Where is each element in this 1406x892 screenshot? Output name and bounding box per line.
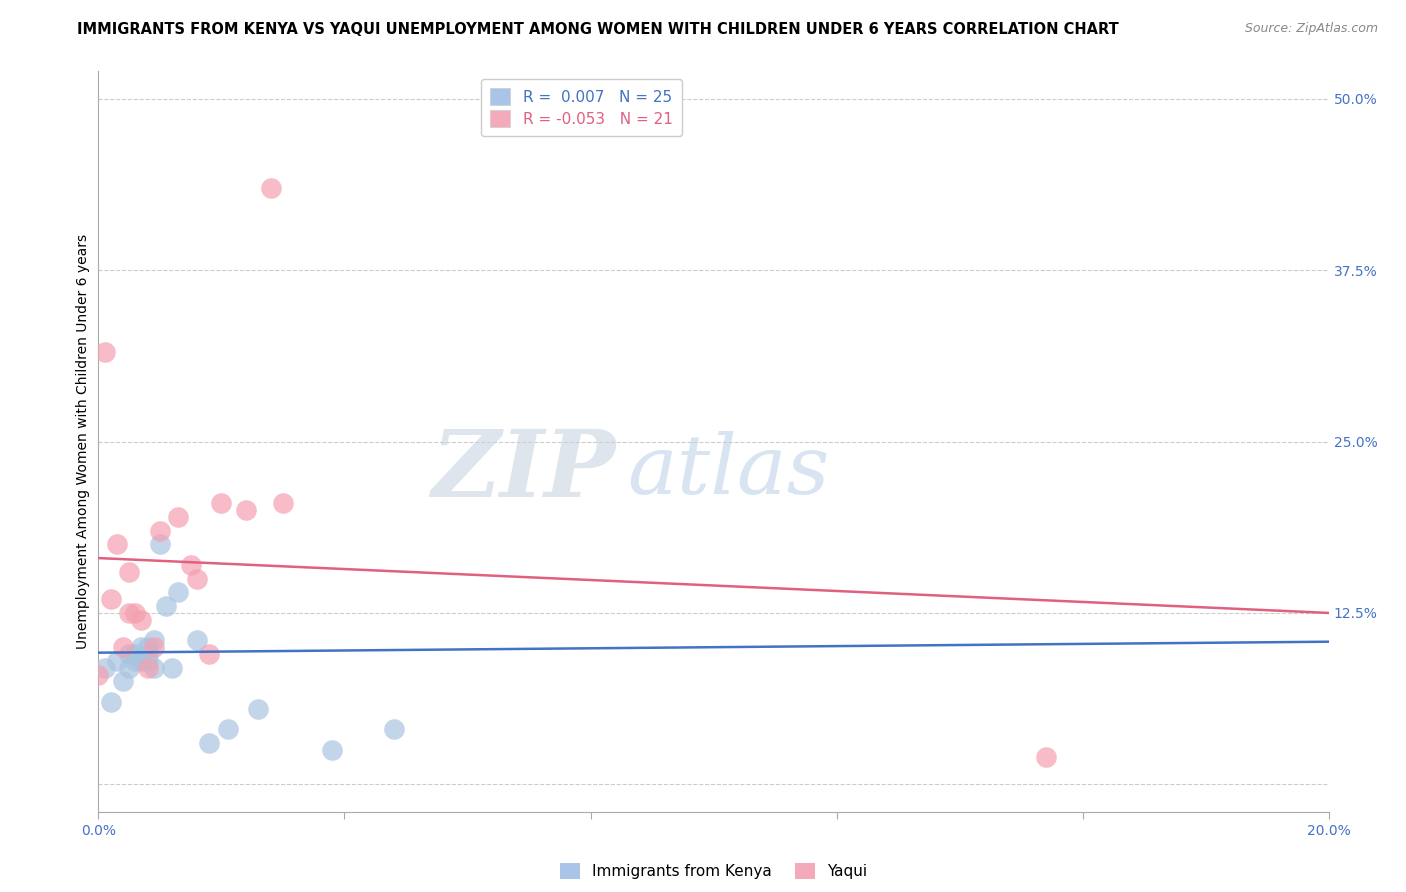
Point [260,181,283,195]
Text: ZIP: ZIP [430,426,616,516]
Text: IMMIGRANTS FROM KENYA VS YAQUI UNEMPLOYMENT AMONG WOMEN WITH CHILDREN UNDER 6 YE: IMMIGRANTS FROM KENYA VS YAQUI UNEMPLOYM… [77,22,1119,37]
Point [131,613,153,627]
Point [93,661,115,675]
Point [235,503,257,517]
Point [162,661,183,675]
Point [118,606,141,620]
Point [118,565,141,579]
Point [217,723,239,737]
Point [186,633,208,648]
Point [87,667,110,681]
Point [142,633,165,648]
Text: atlas: atlas [627,431,830,511]
Point [112,674,135,689]
Point [198,647,221,661]
Point [198,736,221,750]
Point [167,510,190,524]
Point [124,654,146,668]
Point [321,743,343,757]
Point [271,496,294,510]
Point [118,647,141,661]
Point [155,599,177,613]
Legend: Immigrants from Kenya, Yaqui: Immigrants from Kenya, Yaqui [554,856,873,886]
Point [105,654,128,668]
Point [247,702,270,716]
Point [124,647,146,661]
Point [186,572,208,586]
Point [167,585,190,599]
Point [112,640,135,655]
Point [93,345,115,359]
Text: Source: ZipAtlas.com: Source: ZipAtlas.com [1244,22,1378,36]
Point [149,537,172,551]
Point [136,647,159,661]
Y-axis label: Unemployment Among Women with Children Under 6 years: Unemployment Among Women with Children U… [76,234,90,649]
Point [100,592,122,607]
Point [118,661,141,675]
Point [124,606,146,620]
Point [382,723,405,737]
Point [136,654,159,668]
Point [136,661,159,675]
Point [136,640,159,655]
Point [149,524,172,538]
Point [211,496,233,510]
Point [131,654,153,668]
Point [105,537,128,551]
Point [142,640,165,655]
Point [100,695,122,709]
Point [131,640,153,655]
Point [142,661,165,675]
Point [180,558,202,572]
Point [1035,750,1057,764]
